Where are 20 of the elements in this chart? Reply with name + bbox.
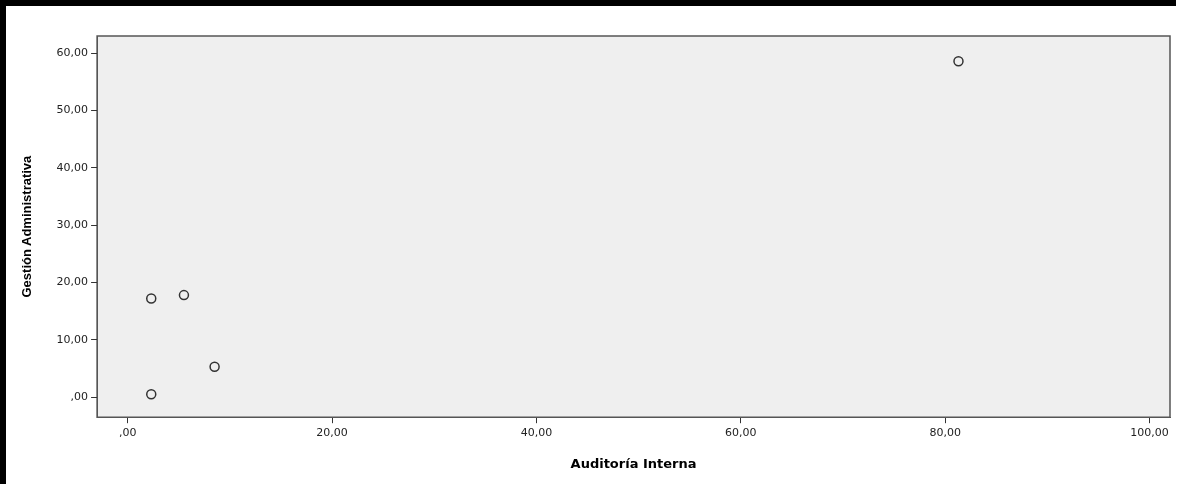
y-tick-label: 10,00: [56, 332, 89, 346]
y-tick-label: 60,00: [56, 46, 89, 60]
y-axis-title: Gestión Administrativa: [19, 154, 35, 298]
point: [209, 361, 220, 373]
y-tick-label: 50,00: [56, 103, 89, 117]
y-tick-label: ,00: [70, 390, 89, 403]
point: [953, 55, 964, 67]
point: [178, 289, 190, 301]
y-tick-label: 30,00: [56, 218, 89, 232]
y-tick-label: 40,00: [56, 160, 89, 174]
x-tick-label: ,00: [119, 425, 137, 439]
x-tick-label: 80,00: [929, 425, 961, 439]
x-tick-label: 20,00: [316, 425, 348, 439]
x-tick-label: 40,00: [520, 425, 553, 439]
x-tick-label: 60,00: [725, 425, 757, 439]
x-tick-label: 100,00: [1130, 425, 1169, 439]
y-tick-label: 20,00: [56, 275, 89, 289]
point: [146, 293, 157, 304]
x-axis-title: Auditoría Interna: [570, 455, 697, 471]
point: [146, 389, 157, 400]
